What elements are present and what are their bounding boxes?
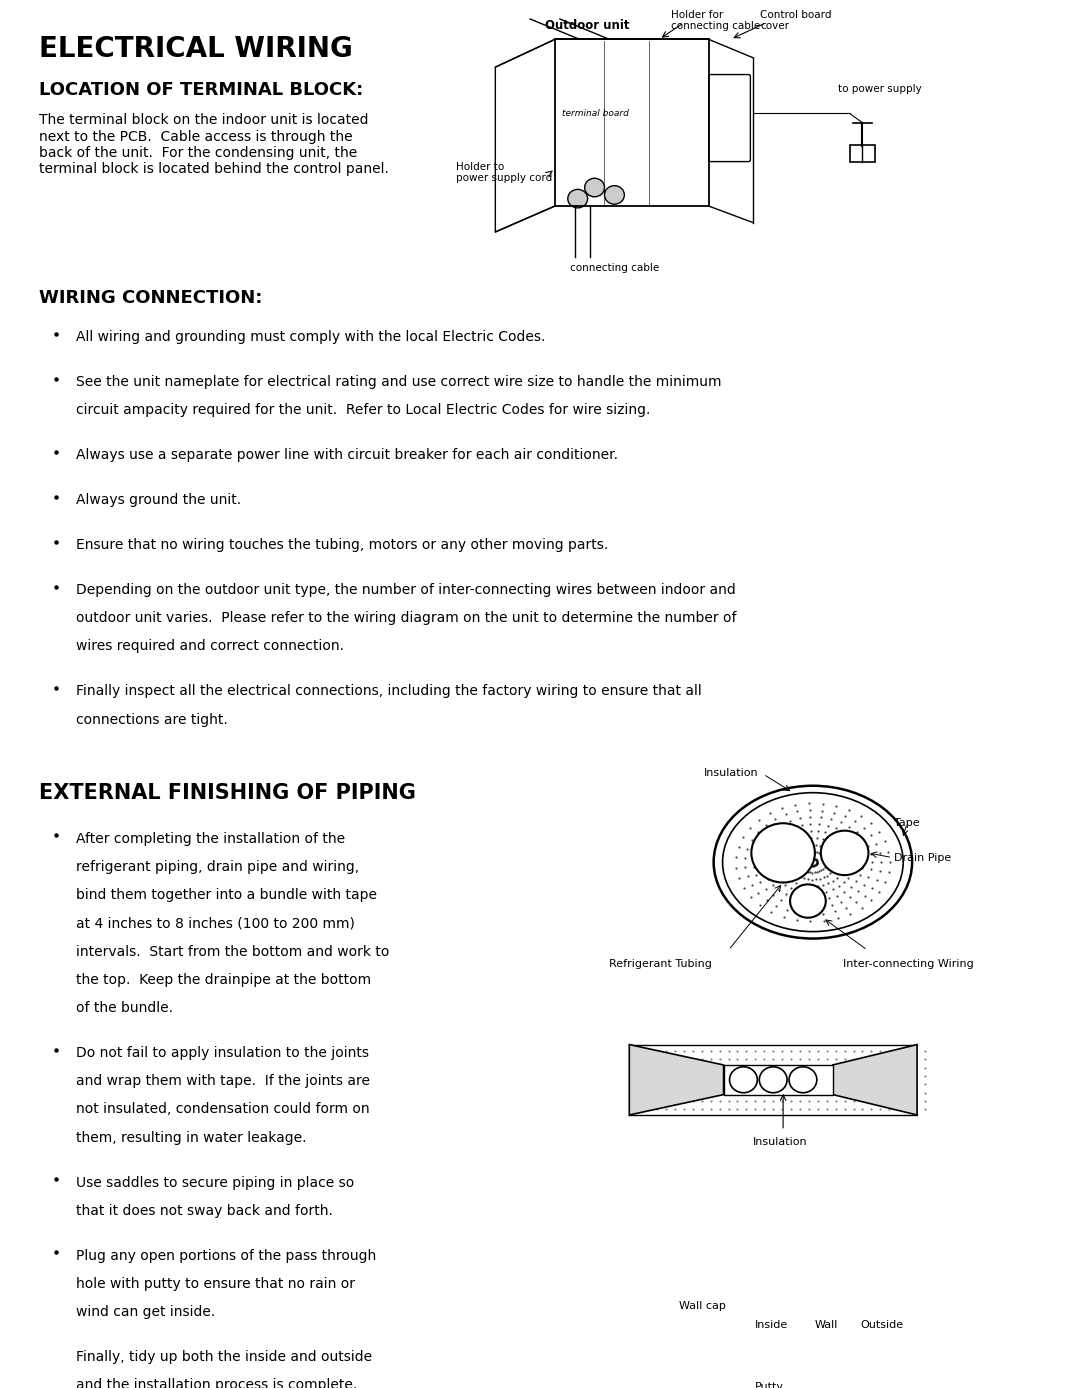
- Circle shape: [584, 178, 605, 197]
- Circle shape: [752, 823, 815, 883]
- Polygon shape: [833, 1045, 917, 1115]
- Text: the top.  Keep the drainpipe at the bottom: the top. Keep the drainpipe at the botto…: [76, 973, 370, 987]
- Text: Insulation: Insulation: [704, 768, 758, 777]
- Circle shape: [789, 1067, 816, 1092]
- Circle shape: [759, 1067, 787, 1092]
- Text: Refrigerant Tubing: Refrigerant Tubing: [609, 959, 713, 969]
- Text: wind can get inside.: wind can get inside.: [76, 1305, 215, 1319]
- Text: and wrap them with tape.  If the joints are: and wrap them with tape. If the joints a…: [76, 1074, 369, 1088]
- Text: Control board: Control board: [760, 10, 832, 19]
- Text: Drain Pipe: Drain Pipe: [894, 852, 951, 863]
- Text: Inside: Inside: [755, 1320, 788, 1330]
- Text: Outdoor unit: Outdoor unit: [545, 19, 630, 32]
- Text: See the unit nameplate for electrical rating and use correct wire size to handle: See the unit nameplate for electrical ra…: [76, 375, 721, 389]
- Bar: [850, 144, 876, 161]
- FancyBboxPatch shape: [708, 75, 751, 161]
- Text: to power supply: to power supply: [838, 83, 921, 94]
- Text: Do not fail to apply insulation to the joints: Do not fail to apply insulation to the j…: [76, 1047, 368, 1060]
- Circle shape: [568, 189, 588, 208]
- Text: that it does not sway back and forth.: that it does not sway back and forth.: [76, 1203, 333, 1217]
- Text: Always ground the unit.: Always ground the unit.: [76, 493, 241, 507]
- Text: LOCATION OF TERMINAL BLOCK:: LOCATION OF TERMINAL BLOCK:: [39, 81, 363, 99]
- Text: power supply cord: power supply cord: [456, 172, 552, 183]
- Text: All wiring and grounding must comply with the local Electric Codes.: All wiring and grounding must comply wit…: [76, 330, 545, 344]
- Circle shape: [791, 884, 826, 917]
- Text: Finally, tidy up both the inside and outside: Finally, tidy up both the inside and out…: [76, 1351, 372, 1364]
- Text: Insulation: Insulation: [754, 1137, 808, 1148]
- Text: refrigerant piping, drain pipe and wiring,: refrigerant piping, drain pipe and wirin…: [76, 859, 359, 874]
- Text: of the bundle.: of the bundle.: [76, 1001, 173, 1015]
- Text: Putty: Putty: [755, 1381, 784, 1388]
- Text: Wall cap: Wall cap: [679, 1301, 726, 1312]
- Ellipse shape: [723, 793, 903, 931]
- Text: at 4 inches to 8 inches (100 to 200 mm): at 4 inches to 8 inches (100 to 200 mm): [76, 916, 354, 930]
- Text: WIRING CONNECTION:: WIRING CONNECTION:: [39, 289, 262, 307]
- Circle shape: [729, 1067, 757, 1092]
- Ellipse shape: [713, 1378, 784, 1388]
- Text: Tape: Tape: [894, 818, 920, 827]
- Text: Wall: Wall: [815, 1320, 838, 1330]
- Text: ELECTRICAL WIRING: ELECTRICAL WIRING: [39, 35, 353, 62]
- Text: connecting cable: connecting cable: [570, 264, 659, 273]
- Text: terminal board: terminal board: [562, 108, 629, 118]
- Text: circuit ampacity required for the unit.  Refer to Local Electric Codes for wire : circuit ampacity required for the unit. …: [76, 404, 650, 418]
- Text: connections are tight.: connections are tight.: [76, 712, 228, 726]
- Text: and the installation process is complete.: and the installation process is complete…: [76, 1378, 356, 1388]
- Text: Ensure that no wiring touches the tubing, motors or any other moving parts.: Ensure that no wiring touches the tubing…: [76, 539, 608, 552]
- Text: Holder for: Holder for: [671, 10, 724, 19]
- Bar: [724, 1065, 833, 1095]
- Text: intervals.  Start from the bottom and work to: intervals. Start from the bottom and wor…: [76, 945, 389, 959]
- Text: Holder to: Holder to: [456, 161, 504, 172]
- Polygon shape: [630, 1045, 724, 1115]
- Text: hole with putty to ensure that no rain or: hole with putty to ensure that no rain o…: [76, 1277, 354, 1291]
- Text: them, resulting in water leakage.: them, resulting in water leakage.: [76, 1131, 306, 1145]
- Text: connecting cable: connecting cable: [671, 21, 760, 31]
- Text: Depending on the outdoor unit type, the number of inter-connecting wires between: Depending on the outdoor unit type, the …: [76, 583, 735, 597]
- Text: Plug any open portions of the pass through: Plug any open portions of the pass throu…: [76, 1249, 376, 1263]
- Text: Outside: Outside: [861, 1320, 904, 1330]
- Text: Finally inspect all the electrical connections, including the factory wiring to : Finally inspect all the electrical conne…: [76, 684, 701, 698]
- Text: After completing the installation of the: After completing the installation of the: [76, 831, 345, 845]
- Text: cover: cover: [760, 21, 789, 31]
- Text: outdoor unit varies.  Please refer to the wiring diagram on the unit to determin: outdoor unit varies. Please refer to the…: [76, 611, 737, 625]
- Text: bind them together into a bundle with tape: bind them together into a bundle with ta…: [76, 888, 377, 902]
- Text: The terminal block on the indoor unit is located
next to the PCB.  Cable access : The terminal block on the indoor unit is…: [39, 114, 389, 176]
- Text: Use saddles to secure piping in place so: Use saddles to secure piping in place so: [76, 1176, 354, 1190]
- Text: Always use a separate power line with circuit breaker for each air conditioner.: Always use a separate power line with ci…: [76, 448, 618, 462]
- Text: Inter-connecting Wiring: Inter-connecting Wiring: [842, 959, 973, 969]
- Circle shape: [605, 186, 624, 204]
- Text: not insulated, condensation could form on: not insulated, condensation could form o…: [76, 1102, 369, 1116]
- Circle shape: [821, 830, 868, 874]
- Text: EXTERNAL FINISHING OF PIPING: EXTERNAL FINISHING OF PIPING: [39, 783, 416, 804]
- Text: wires required and correct connection.: wires required and correct connection.: [76, 640, 343, 654]
